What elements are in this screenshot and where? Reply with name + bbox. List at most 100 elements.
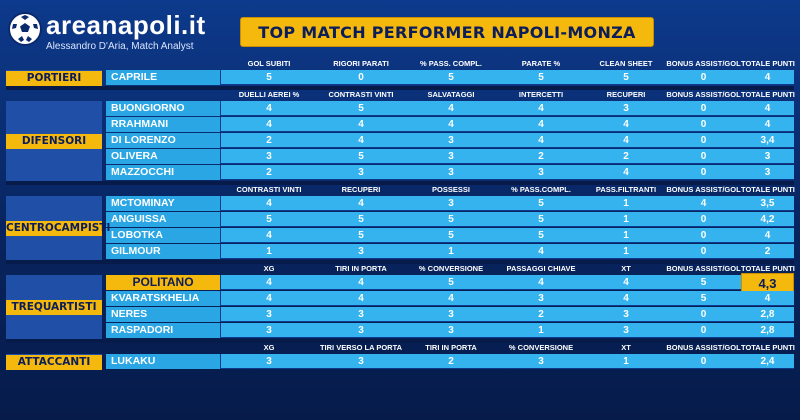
player-name: MAZZOCCHI: [106, 165, 221, 180]
brand-tagline: Alessandro D'Aria, Match Analyst: [46, 41, 194, 52]
stat-value: 0: [700, 72, 707, 83]
stat-value: 5: [358, 103, 364, 114]
role-label: ATTACCANTI: [6, 354, 102, 370]
stat-value: 5: [448, 230, 454, 241]
stat-value: 1: [623, 230, 629, 241]
column-header: SALVATAGGI: [427, 90, 475, 99]
column-header: CONTRASTI VINTI: [236, 185, 302, 194]
stat-value: 2: [538, 151, 544, 162]
column-header: BONUS ASSIST/GOL: [666, 343, 741, 352]
stat-value: 5: [700, 293, 707, 304]
stat-value: 4: [448, 119, 454, 130]
column-header: TIRI IN PORTA: [425, 343, 477, 352]
stat-value: 3: [538, 167, 544, 178]
stat-value: 4: [764, 293, 771, 304]
stat-value: 4: [700, 198, 707, 209]
column-header: % PASS. COMPL.: [420, 59, 482, 68]
table-row: POLITANO 4 4 5 4 4 5 4,3: [106, 273, 794, 292]
table-row: MAZZOCCHI 2 3 3 3 4 0 3: [106, 165, 794, 180]
player-name: GILMOUR: [106, 244, 221, 259]
stat-value: 4: [358, 198, 364, 209]
stat-value: 2: [538, 309, 544, 320]
table-row: GILMOUR 1 3 1 4 1 0 2: [106, 244, 794, 259]
table-row: OLIVERA 3 5 3 2 2 0 3: [106, 149, 794, 164]
table-row: RASPADORI 3 3 3 1 3 0 2,8: [106, 323, 794, 338]
stat-value: 4: [623, 119, 629, 130]
column-header: BONUS ASSIST/GOL: [666, 59, 741, 68]
stat-value: 5: [538, 214, 544, 225]
stat-value: 5: [700, 277, 707, 288]
section-divider: [6, 181, 794, 185]
stat-value: 4: [538, 119, 544, 130]
player-name: OLIVERA: [106, 149, 221, 164]
stat-value: 4: [623, 293, 629, 304]
column-header: RIGORI PARATI: [333, 59, 389, 68]
stat-value: 5: [448, 214, 454, 225]
stat-value: 4,2: [760, 214, 775, 225]
column-header: TOTALE PUNTI: [741, 59, 795, 68]
stat-value: 3: [538, 293, 544, 304]
table-row: BUONGIORNO 4 5 4 4 3 0 4: [106, 101, 794, 116]
column-header: POSSESSI: [432, 185, 470, 194]
stat-value: 3: [448, 167, 454, 178]
stat-value: 0: [700, 356, 707, 367]
stat-value: 4: [266, 119, 272, 130]
section-divider: [6, 260, 794, 264]
stat-value: 4: [623, 277, 629, 288]
stat-value: 4: [358, 119, 364, 130]
column-header: CLEAN SHEET: [599, 59, 653, 68]
role-label: CENTROCAMPISTI: [6, 220, 111, 236]
stat-value: 3: [358, 356, 364, 367]
player-name: RRAHMANI: [106, 117, 221, 132]
column-header-row: XG TIRI IN PORTA % CONVERSIONE PASSAGGI CHI…: [106, 264, 795, 275]
stat-value: 4: [764, 72, 771, 83]
stat-value: 4: [448, 103, 454, 114]
column-header: DUELLI AEREI %: [238, 90, 300, 99]
stat-value: 0: [700, 151, 707, 162]
stat-value: 0: [700, 325, 707, 336]
stat-value: 5: [358, 214, 364, 225]
stat-value: 5: [448, 72, 454, 83]
performance-table: GOL SUBITI RIGORI PARATI % PASS. COMPL. PAR…: [6, 59, 795, 381]
stat-value: 0: [700, 103, 707, 114]
player-name: LUKAKU: [106, 354, 221, 369]
stat-value: 1: [448, 246, 454, 257]
stat-value: 2: [448, 356, 454, 367]
stat-value: 3: [623, 325, 629, 336]
stat-value: 3: [358, 246, 364, 257]
stat-value: 3: [623, 309, 629, 320]
stat-value: 0: [358, 72, 364, 83]
stat-value: 0: [700, 230, 707, 241]
column-header: RECUPERI: [341, 185, 381, 194]
stat-value: 4: [538, 103, 544, 114]
column-header: XG: [263, 264, 275, 273]
column-header-row: DUELLI AEREI % CONTRASTI VINTI SALVATAGGI I…: [106, 90, 795, 101]
column-header: XG: [263, 343, 275, 352]
table-row: LOBOTKA 4 5 5 5 1 0 4: [106, 228, 794, 243]
stat-value: 3: [538, 356, 544, 367]
stat-value: 3: [448, 151, 454, 162]
column-header: PASS.FILTRANTI: [595, 185, 657, 194]
stat-value: 1: [623, 356, 629, 367]
table-row: CAPRILE 5 0 5 5 5 0 4: [106, 70, 794, 85]
table-row: RRAHMANI 4 4 4 4 4 0 4: [106, 117, 794, 132]
stat-value: 3: [358, 325, 364, 336]
column-header: % PASS.COMPL.: [511, 185, 571, 194]
column-header: BONUS ASSIST/GOL: [666, 185, 741, 194]
stat-value: 3: [266, 356, 272, 367]
stat-value: 0: [700, 135, 707, 146]
table-row: KVARATSKHELIA 4 4 4 3 4 5 4: [106, 291, 794, 306]
stat-value: 2,8: [760, 325, 775, 336]
table-row: LUKAKU 3 3 2 3 1 0 2,4: [106, 354, 794, 369]
stat-value: 3: [266, 151, 272, 162]
stat-value: 4: [538, 135, 544, 146]
column-header: INTERCETTI: [518, 90, 564, 99]
role-label: PORTIERI: [6, 70, 102, 86]
player-name: RASPADORI: [106, 323, 221, 338]
stat-value: 4: [764, 230, 771, 241]
stat-value: 4: [623, 135, 629, 146]
stat-value: 1: [623, 198, 629, 209]
column-header: GOL SUBITI: [247, 59, 291, 68]
role-label: TREQUARTISTI: [6, 299, 102, 315]
stat-value: 1: [266, 246, 272, 257]
